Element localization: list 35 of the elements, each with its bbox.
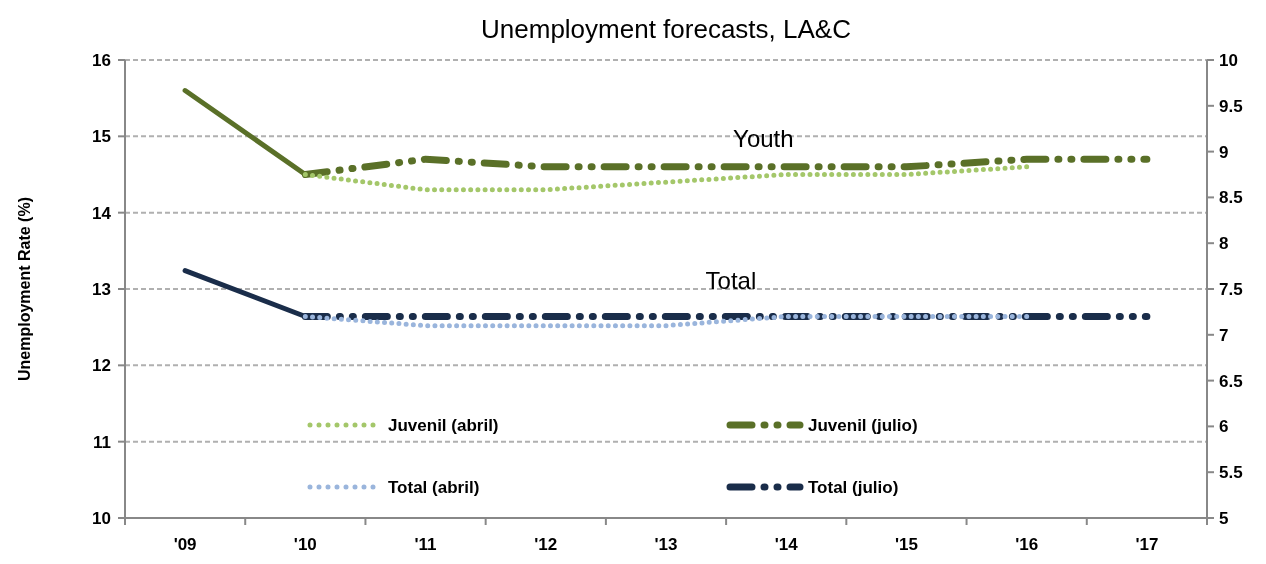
y-tick-label: 10 — [92, 509, 111, 528]
y2-tick-label: 6.5 — [1219, 371, 1243, 391]
y-tick-label: 11 — [93, 432, 111, 452]
x-tick-label: '12 — [534, 535, 558, 554]
y2-tick-label: 5.5 — [1219, 463, 1243, 483]
x-tick-label: '11 — [414, 535, 437, 554]
y2-tick-label: 7.5 — [1219, 280, 1243, 299]
annotation: Youth — [733, 125, 794, 153]
x-tick-label: '17 — [1135, 535, 1159, 554]
x-tick-label: '16 — [1015, 535, 1039, 554]
x-tick-label: '09 — [173, 535, 197, 554]
y-tick-label: 14 — [92, 203, 112, 223]
legend-label: Juvenil (abril) — [388, 416, 499, 435]
y-tick-label: 15 — [92, 127, 111, 147]
y2-tick-label: 7 — [1219, 325, 1229, 345]
x-tick-label: '15 — [894, 535, 918, 554]
legend-label: Juvenil (julio) — [808, 416, 918, 435]
chart-title: Unemployment forecasts, LA&C — [481, 14, 851, 44]
y2-tick-label: 5 — [1219, 509, 1229, 528]
annotation: Total — [705, 267, 757, 294]
y-axis-title: Unemployment Rate (%) — [16, 196, 33, 382]
y2-tick-label: 6 — [1219, 417, 1229, 437]
y2-tick-label: 10 — [1219, 51, 1238, 70]
y2-tick-label: 8 — [1219, 234, 1229, 254]
y-tick-label: 13 — [92, 280, 111, 299]
y2-tick-label: 9.5 — [1219, 96, 1243, 116]
y2-tick-label: 9 — [1219, 142, 1229, 162]
legend-label: Total (julio) — [808, 478, 899, 497]
y-tick-label: 12 — [92, 356, 111, 376]
x-tick-label: '13 — [654, 535, 678, 554]
x-tick-label: '14 — [774, 535, 799, 554]
legend-label: Total (abril) — [388, 478, 480, 497]
y2-tick-label: 8.5 — [1219, 188, 1243, 208]
x-tick-label: '10 — [293, 535, 317, 554]
y-tick-label: 16 — [92, 51, 111, 70]
